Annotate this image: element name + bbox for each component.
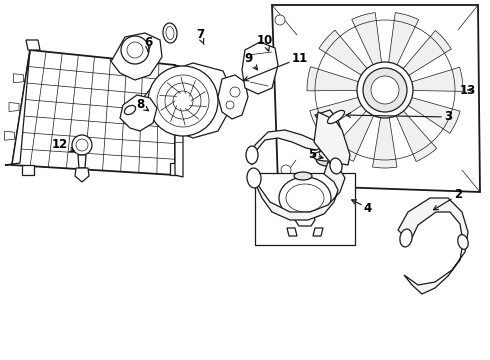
Circle shape <box>281 165 291 175</box>
Text: 3: 3 <box>346 111 452 123</box>
Circle shape <box>275 15 285 25</box>
Circle shape <box>121 36 149 64</box>
Wedge shape <box>307 67 361 91</box>
Polygon shape <box>75 168 89 182</box>
Polygon shape <box>110 33 162 80</box>
Circle shape <box>357 62 413 118</box>
Polygon shape <box>22 165 34 175</box>
Ellipse shape <box>458 235 468 249</box>
Wedge shape <box>401 31 451 77</box>
Bar <box>255 173 355 245</box>
Polygon shape <box>398 198 468 294</box>
Polygon shape <box>175 65 183 177</box>
Text: 6: 6 <box>144 36 152 51</box>
Polygon shape <box>250 110 342 165</box>
Wedge shape <box>395 109 437 162</box>
Polygon shape <box>4 131 15 140</box>
Polygon shape <box>5 50 30 165</box>
Text: 12: 12 <box>52 139 74 152</box>
Polygon shape <box>14 74 24 83</box>
Circle shape <box>72 135 92 155</box>
Wedge shape <box>409 67 463 91</box>
Polygon shape <box>295 213 315 226</box>
Ellipse shape <box>316 152 338 166</box>
Wedge shape <box>319 30 369 77</box>
Ellipse shape <box>330 158 342 174</box>
Wedge shape <box>310 96 364 133</box>
Polygon shape <box>252 162 345 220</box>
Polygon shape <box>242 42 278 94</box>
Ellipse shape <box>247 168 261 188</box>
Text: 13: 13 <box>460 84 476 96</box>
Text: 5: 5 <box>308 148 323 162</box>
Polygon shape <box>287 228 297 236</box>
Polygon shape <box>143 63 233 138</box>
Wedge shape <box>388 13 418 67</box>
Polygon shape <box>9 103 19 112</box>
Text: 4: 4 <box>352 200 372 215</box>
Ellipse shape <box>163 23 177 43</box>
Ellipse shape <box>124 105 136 114</box>
Polygon shape <box>120 95 157 131</box>
Ellipse shape <box>400 229 412 247</box>
Ellipse shape <box>313 151 341 161</box>
Text: 9: 9 <box>244 51 257 70</box>
Polygon shape <box>218 75 248 119</box>
Polygon shape <box>314 112 350 165</box>
Circle shape <box>371 76 399 104</box>
Polygon shape <box>26 40 40 50</box>
Polygon shape <box>170 163 180 175</box>
Circle shape <box>148 66 218 136</box>
Circle shape <box>363 68 407 112</box>
Text: 2: 2 <box>434 189 462 210</box>
Polygon shape <box>272 5 480 192</box>
Polygon shape <box>12 50 175 175</box>
Ellipse shape <box>327 111 344 123</box>
Ellipse shape <box>294 172 312 180</box>
Wedge shape <box>352 13 382 67</box>
Polygon shape <box>313 228 323 236</box>
Text: 10: 10 <box>257 33 273 51</box>
Wedge shape <box>333 109 375 161</box>
Text: 7: 7 <box>196 28 204 44</box>
Text: 8: 8 <box>136 99 148 112</box>
Ellipse shape <box>279 177 331 219</box>
Wedge shape <box>372 114 397 168</box>
Ellipse shape <box>246 146 258 164</box>
Polygon shape <box>78 155 86 168</box>
Wedge shape <box>406 97 460 133</box>
Text: 11: 11 <box>244 51 308 81</box>
